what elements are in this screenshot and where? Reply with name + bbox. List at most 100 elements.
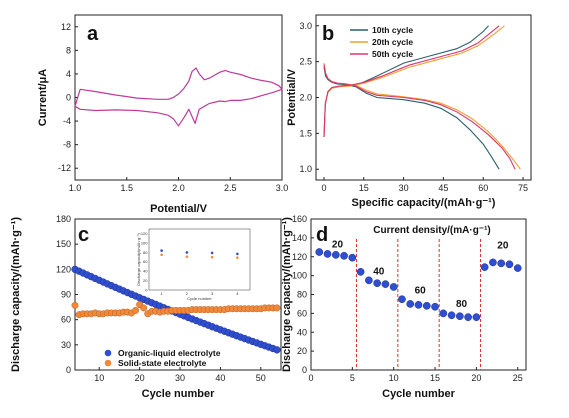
panel-c-inset-ytick-label: 40 [143,269,148,274]
panel-d-rate-label: 60 [415,286,427,297]
panel-a-xtick-label: 1.0 [69,183,82,193]
plot-frame [315,14,532,181]
panel-c-inset-point [185,251,189,254]
panel-d-rate-label: 20 [332,239,344,250]
panel-a-ytick-label: 4 [66,69,71,79]
panel-a-ytick-label: -4 [63,116,71,126]
plot-frame [74,14,283,181]
panel-d-rate-label: 40 [373,267,385,278]
panel-d-point [406,300,415,308]
panel-b-xlabel: Specific capacity/(mAh·g⁻¹) [352,197,496,209]
panel-b-discharge-curve [323,64,516,170]
panel-a-ytick-label: 0 [66,93,71,103]
panel-d-point [422,301,431,310]
panel-d-point [464,313,472,321]
panel-d-xtick-label: 20 [471,373,481,383]
panel-c-point-solid [132,306,140,314]
panel-d-point [431,302,439,311]
panel-b-ytick-label: 3.0 [299,21,312,31]
panel-c-inset-ytick-label: 100 [141,240,148,245]
panel-c-inset-point [185,255,189,258]
panel-c-point-solid [140,304,148,312]
panel-d-ytick-label: 20 [297,346,307,356]
panel-c-inset-ytick-label: 20 [143,278,148,283]
panel-b-ytick-label: 2.5 [299,57,312,67]
panel-b-xtick-label: 60 [478,183,488,193]
panel-c-inset-ylabel: Discharge capacity/(mAh·g⁻¹) [136,232,141,285]
panel-d-rate-label: 80 [456,299,468,310]
panel-d-ytick-label: 0 [302,365,307,375]
panel-d-point [373,279,382,288]
panel-c-ytick-label: 90 [61,290,71,300]
panel-a-xtick-label: 1.5 [120,183,133,193]
panel-d-point [389,283,398,291]
panel-d-point [505,260,514,269]
panel-d-point [497,259,506,268]
panel-d-ytick-label: 80 [297,290,307,300]
panel-c-inset-xtick-label: 2 [186,291,189,296]
panel-c-ytick-label: 120 [56,264,71,274]
panel-d-point [513,264,522,272]
panel-c-xtick-label: 10 [94,373,104,383]
panel-b-legend-label: 50th cycle [372,49,413,59]
panel-c-inset-point [236,256,239,259]
panel-c-xtick-label: 40 [215,373,225,383]
panel-c-inset-xtick-label: 1 [161,291,164,296]
panel-c-inset-point [236,252,239,256]
panel-b-xtick-label: 75 [518,183,528,193]
panel-d-point [439,309,448,318]
panel-c-ytick-label: 150 [56,239,71,249]
panel-d-ytick-label: 120 [292,252,307,262]
panel-c-ytick-label: 180 [56,214,71,224]
panel-b-legend-label: 10th cycle [372,25,413,35]
panel-c-legend-marker [104,359,112,367]
panel-b-discharge-curve [323,63,521,170]
panel-c-legend-label: Organic-liquid electrolyte [118,348,221,358]
panel-c-ytick-label: 60 [61,315,71,325]
panel-d-label: d [316,224,328,246]
panel-d-point [381,280,390,288]
panel-a-xlabel: Potential/V [150,203,208,215]
panel-b-discharge-curve [323,67,500,170]
panel-a-ytick-label: -12 [58,163,71,173]
panel-d-ytick-label: 100 [292,271,307,281]
panel-d-point [323,250,332,258]
panel-c-point-solid [71,301,79,309]
panel-a: 1.0 1.5 2.0 2.5 3.0 -12 -8 -4 0 4 8 12 a Potential/V C… [37,14,288,215]
panel-c-legend-marker [104,349,112,357]
panel-a-xtick-label: 2.0 [172,183,185,193]
panel-c-label: c [78,224,89,246]
panel-d-xtick-label: 15 [430,373,440,383]
panel-a-ytick-label: -8 [63,140,71,150]
panel-d-point [414,301,423,309]
panel-d: 0 5 10 15 20 25 0 20 40 60 80 100 120 140 160 20 40 60 80 2… [281,214,527,400]
panel-d-point [331,251,340,259]
panel-c-ytick-label: 30 [61,340,71,350]
panel-d-point [480,263,489,271]
panel-b-label: b [322,23,334,45]
panel-d-point [356,268,365,276]
panel-d-point [398,295,406,304]
panel-d-point [315,248,324,256]
panel-c: 10 20 30 40 500306090120150180Organic-liquid… [10,214,282,400]
panel-b-xtick-label: 0 [321,183,326,193]
panel-c-point-solid [273,304,281,312]
panel-c-inset-ytick-label: 120 [141,231,148,236]
panel-b-legend-label: 20th cycle [372,37,413,47]
panel-d-point [447,311,456,320]
panel-d-point [472,313,481,321]
panel-c-xtick-label: 50 [256,373,266,383]
panel-c-ytick-label: 0 [66,365,71,375]
panel-d-xtick-label: 5 [350,373,355,383]
panel-d-xtick-label: 25 [513,373,523,383]
panel-c-inset-ytick-label: 0 [145,287,148,292]
panel-b-ytick-label: 1.0 [299,164,312,174]
panel-d-point [489,258,497,267]
panel-a-ylabel: Current/μA [37,69,49,127]
panel-c-xtick-label: 20 [135,373,145,383]
panel-d-xtick-label: 0 [308,373,313,383]
panel-d-point [348,253,357,262]
panel-a-ytick-label: 12 [61,22,71,32]
panel-a-xtick-label: 2.5 [224,183,237,193]
